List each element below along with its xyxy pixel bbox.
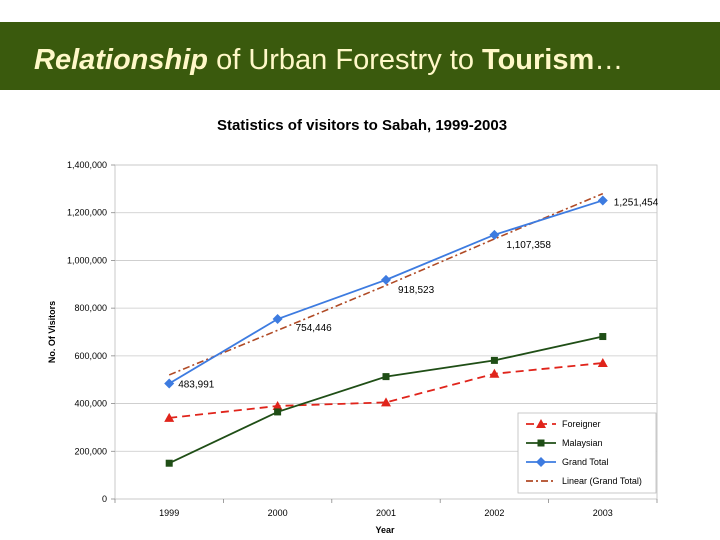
legend-label-linear-grand-total: Linear (Grand Total)	[562, 476, 642, 486]
chart-title: Statistics of visitors to Sabah, 1999-20…	[217, 117, 507, 134]
x-tick-label: 2000	[268, 508, 288, 518]
data-point-grand-total	[489, 229, 500, 240]
x-axis-label: Year	[375, 525, 395, 535]
data-label-grand-total: 483,991	[178, 380, 215, 391]
data-point-foreigner	[164, 412, 175, 422]
legend-marker-malaysian	[537, 439, 545, 447]
data-point-malaysian	[382, 373, 390, 381]
legend: Foreigner Malaysian Grand Total Linear (Gra…	[517, 412, 657, 494]
slide-title-part3: Tourism	[482, 44, 595, 76]
series-group	[164, 192, 608, 467]
data-point-malaysian	[165, 459, 173, 467]
x-tick-label: 1999	[159, 508, 179, 518]
y-tick-labels: 0 200,000 400,000 600,000 800,000 1,000,000 1,…	[67, 160, 107, 504]
slide-title-part1: Relationship	[34, 44, 209, 76]
slide-title-part4: …	[594, 44, 624, 76]
series-grand-total	[164, 195, 608, 389]
y-tick-label: 0	[102, 494, 107, 504]
legend-marker-grand-total	[536, 457, 546, 467]
data-label-grand-total: 754,446	[296, 323, 333, 334]
data-point-grand-total	[597, 195, 608, 206]
data-point-malaysian	[490, 356, 498, 364]
legend-label-foreigner: Foreigner	[562, 419, 601, 429]
data-point-grand-total	[164, 378, 175, 389]
slide-title-part2: of Urban Forestry to	[208, 44, 483, 76]
series-foreigner	[164, 358, 608, 422]
y-tick-label: 800,000	[74, 303, 107, 313]
data-point-foreigner	[381, 397, 391, 407]
data-label-grand-total: 1,107,358	[506, 240, 551, 251]
x-tick-labels: 1999 2000 2001 2002 2003	[159, 508, 613, 518]
legend-label-grand-total: Grand Total	[562, 457, 608, 467]
y-tick-label: 600,000	[74, 351, 107, 361]
y-tick-label: 1,200,000	[67, 208, 107, 218]
data-point-malaysian	[274, 408, 282, 416]
y-tick-label: 400,000	[74, 399, 107, 409]
x-tick-label: 2003	[593, 508, 613, 518]
data-label-grand-total: 918,523	[398, 285, 435, 296]
data-point-foreigner	[597, 358, 608, 368]
y-tick-label: 200,000	[74, 446, 107, 456]
legend-label-malaysian: Malaysian	[562, 438, 603, 448]
x-tick-label: 2001	[376, 508, 396, 518]
series-line-foreigner	[169, 362, 603, 419]
legend-marker-foreigner	[536, 419, 546, 428]
title-banner	[0, 22, 720, 90]
data-point-malaysian	[599, 333, 607, 341]
y-tick-label: 1,000,000	[67, 255, 107, 265]
slide-title: Relationship of Urban Forestry to Touris…	[34, 44, 623, 77]
series-malaysian	[165, 333, 607, 467]
y-axis-label: No. Of Visitors	[47, 301, 57, 363]
x-tick-label: 2002	[484, 508, 504, 518]
y-tick-label: 1,400,000	[67, 160, 107, 170]
data-point-foreigner	[272, 400, 283, 410]
data-label-grand-total: 1,251,454	[614, 197, 659, 208]
data-point-foreigner	[489, 368, 500, 378]
data-point-grand-total	[381, 274, 391, 285]
data-labels: 483,991 754,446 918,523 1,107,358 1,251,454	[178, 197, 659, 390]
data-point-grand-total	[272, 314, 283, 325]
